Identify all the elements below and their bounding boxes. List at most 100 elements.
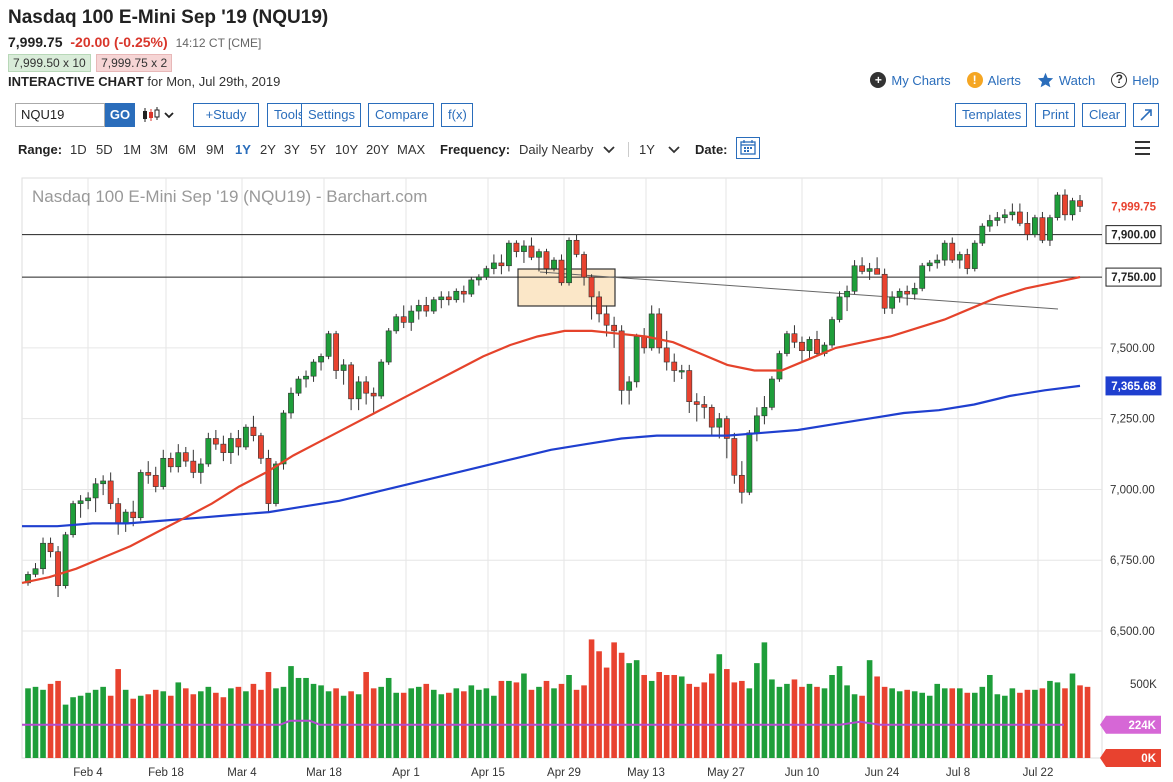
print-button[interactable]: Print xyxy=(1035,103,1075,127)
candle-body xyxy=(115,503,122,524)
calendar-button[interactable] xyxy=(736,137,760,159)
volume-bar xyxy=(340,695,347,758)
date-tick-label: Jun 24 xyxy=(865,767,900,779)
watch-link[interactable]: Watch xyxy=(1037,72,1095,88)
candle-body xyxy=(964,254,971,269)
range-2y[interactable]: 2Y xyxy=(260,142,276,157)
range-1m[interactable]: 1M xyxy=(123,142,142,157)
candle-body xyxy=(1016,211,1023,224)
hamburger-menu-icon[interactable] xyxy=(1135,141,1150,155)
range-5d[interactable]: 5D xyxy=(96,142,113,157)
clear-button[interactable]: Clear xyxy=(1082,103,1126,127)
go-button[interactable]: GO xyxy=(105,103,135,127)
chevron-down-icon xyxy=(668,146,680,154)
candle-body xyxy=(348,364,355,400)
range-max[interactable]: MAX xyxy=(397,142,426,157)
star-icon xyxy=(1037,72,1054,88)
candle-body xyxy=(85,497,92,502)
ma200-badge-bg xyxy=(1105,376,1162,396)
volume-bar xyxy=(844,685,850,758)
candle-body xyxy=(318,356,324,363)
candle-body xyxy=(498,262,505,267)
candle-body xyxy=(1047,217,1053,241)
date-tick-label: Feb 4 xyxy=(73,767,103,779)
volume-bar xyxy=(468,685,475,758)
candle-body xyxy=(926,262,933,267)
candle-body xyxy=(979,225,986,244)
volume-bar xyxy=(220,697,227,758)
candle-body xyxy=(844,290,850,298)
my-charts-link[interactable]: + My Charts xyxy=(870,72,951,88)
range-3m[interactable]: 3M xyxy=(150,142,169,157)
period-select[interactable]: 1Y xyxy=(628,142,680,157)
range-20y[interactable]: 20Y xyxy=(366,142,390,157)
range-3y[interactable]: 3Y xyxy=(284,142,300,157)
date-tick-label: Feb 18 xyxy=(148,767,184,779)
volume-bar xyxy=(100,686,106,758)
volume-bar xyxy=(370,688,377,758)
range-9m[interactable]: 9M xyxy=(206,142,225,157)
volume-bar xyxy=(77,695,84,758)
date-tick-label: Mar 18 xyxy=(306,767,342,779)
candle-body xyxy=(874,268,881,275)
price-tick-label: 7,250.00 xyxy=(1110,414,1155,426)
candle-body xyxy=(949,242,956,261)
volume-bar xyxy=(273,688,279,758)
candle-body xyxy=(656,313,663,349)
volume-bar xyxy=(851,694,858,758)
volume-bar xyxy=(318,685,324,758)
candle-body xyxy=(904,290,911,295)
frequency-select[interactable]: Daily Nearby xyxy=(519,142,615,157)
date-tick-label: Jul 8 xyxy=(946,767,970,779)
volume-bar xyxy=(836,666,843,758)
range-5y[interactable]: 5Y xyxy=(310,142,326,157)
fx-button[interactable]: f(x) xyxy=(441,103,473,127)
volume-bar xyxy=(183,688,189,758)
volume-bar xyxy=(987,674,993,758)
range-1d[interactable]: 1D xyxy=(70,142,87,157)
chart-type-selector[interactable] xyxy=(141,106,177,124)
compare-button[interactable]: Compare xyxy=(368,103,434,127)
volume-bar xyxy=(1039,688,1046,758)
candle-body xyxy=(708,407,715,428)
volume-bar xyxy=(678,676,685,758)
candle-body xyxy=(896,290,903,298)
range-1y[interactable]: 1Y xyxy=(235,142,251,157)
interactive-date: for Mon, Jul 29th, 2019 xyxy=(147,74,281,89)
volume-bar xyxy=(941,688,948,758)
date-tick-label: May 13 xyxy=(627,767,665,779)
settings-button[interactable]: Settings xyxy=(301,103,361,127)
date-axis: Feb 4 Feb 18 Mar 4 Mar 18 Apr 1 Apr 15 Apr 29 M… xyxy=(73,767,1053,779)
candle-body xyxy=(1077,200,1083,207)
candle-body xyxy=(836,296,843,320)
candle-body xyxy=(784,333,790,354)
candle-body xyxy=(603,313,610,326)
my-charts-label: My Charts xyxy=(891,72,951,88)
interactive-chart-label: INTERACTIVE CHART for Mon, Jul 29th, 201… xyxy=(8,74,280,89)
candle-body xyxy=(212,438,219,445)
volume-bar xyxy=(814,686,820,758)
expand-button[interactable] xyxy=(1133,103,1159,127)
study-button[interactable]: +Study xyxy=(193,103,259,127)
bid-badge: 7,999.50 x 10 xyxy=(8,54,91,72)
candle-body xyxy=(92,483,99,499)
price-chart[interactable]: Nasdaq 100 E-Mini Sep '19 (NQU19) - Barc… xyxy=(0,175,1173,782)
volume-bar xyxy=(333,688,339,758)
range-6m[interactable]: 6M xyxy=(178,142,197,157)
volume-bar xyxy=(874,676,880,758)
candle-body xyxy=(934,259,941,264)
templates-button[interactable]: Templates xyxy=(955,103,1027,127)
vol-zero-badge: 0K xyxy=(1141,753,1156,765)
volume-bar xyxy=(137,695,144,758)
volume-bar xyxy=(498,680,505,758)
help-link[interactable]: ? Help xyxy=(1111,72,1159,88)
alerts-link[interactable]: ! Alerts xyxy=(966,72,1021,88)
range-10y[interactable]: 10Y xyxy=(335,142,359,157)
date-tick-label: Apr 1 xyxy=(392,767,420,779)
candle-body xyxy=(490,262,497,269)
candle-body xyxy=(167,457,174,468)
symbol-input[interactable]: NQU19 xyxy=(15,103,105,127)
volume-bar xyxy=(543,680,550,758)
candle-body xyxy=(333,333,339,371)
candlestick-icon xyxy=(143,107,174,122)
